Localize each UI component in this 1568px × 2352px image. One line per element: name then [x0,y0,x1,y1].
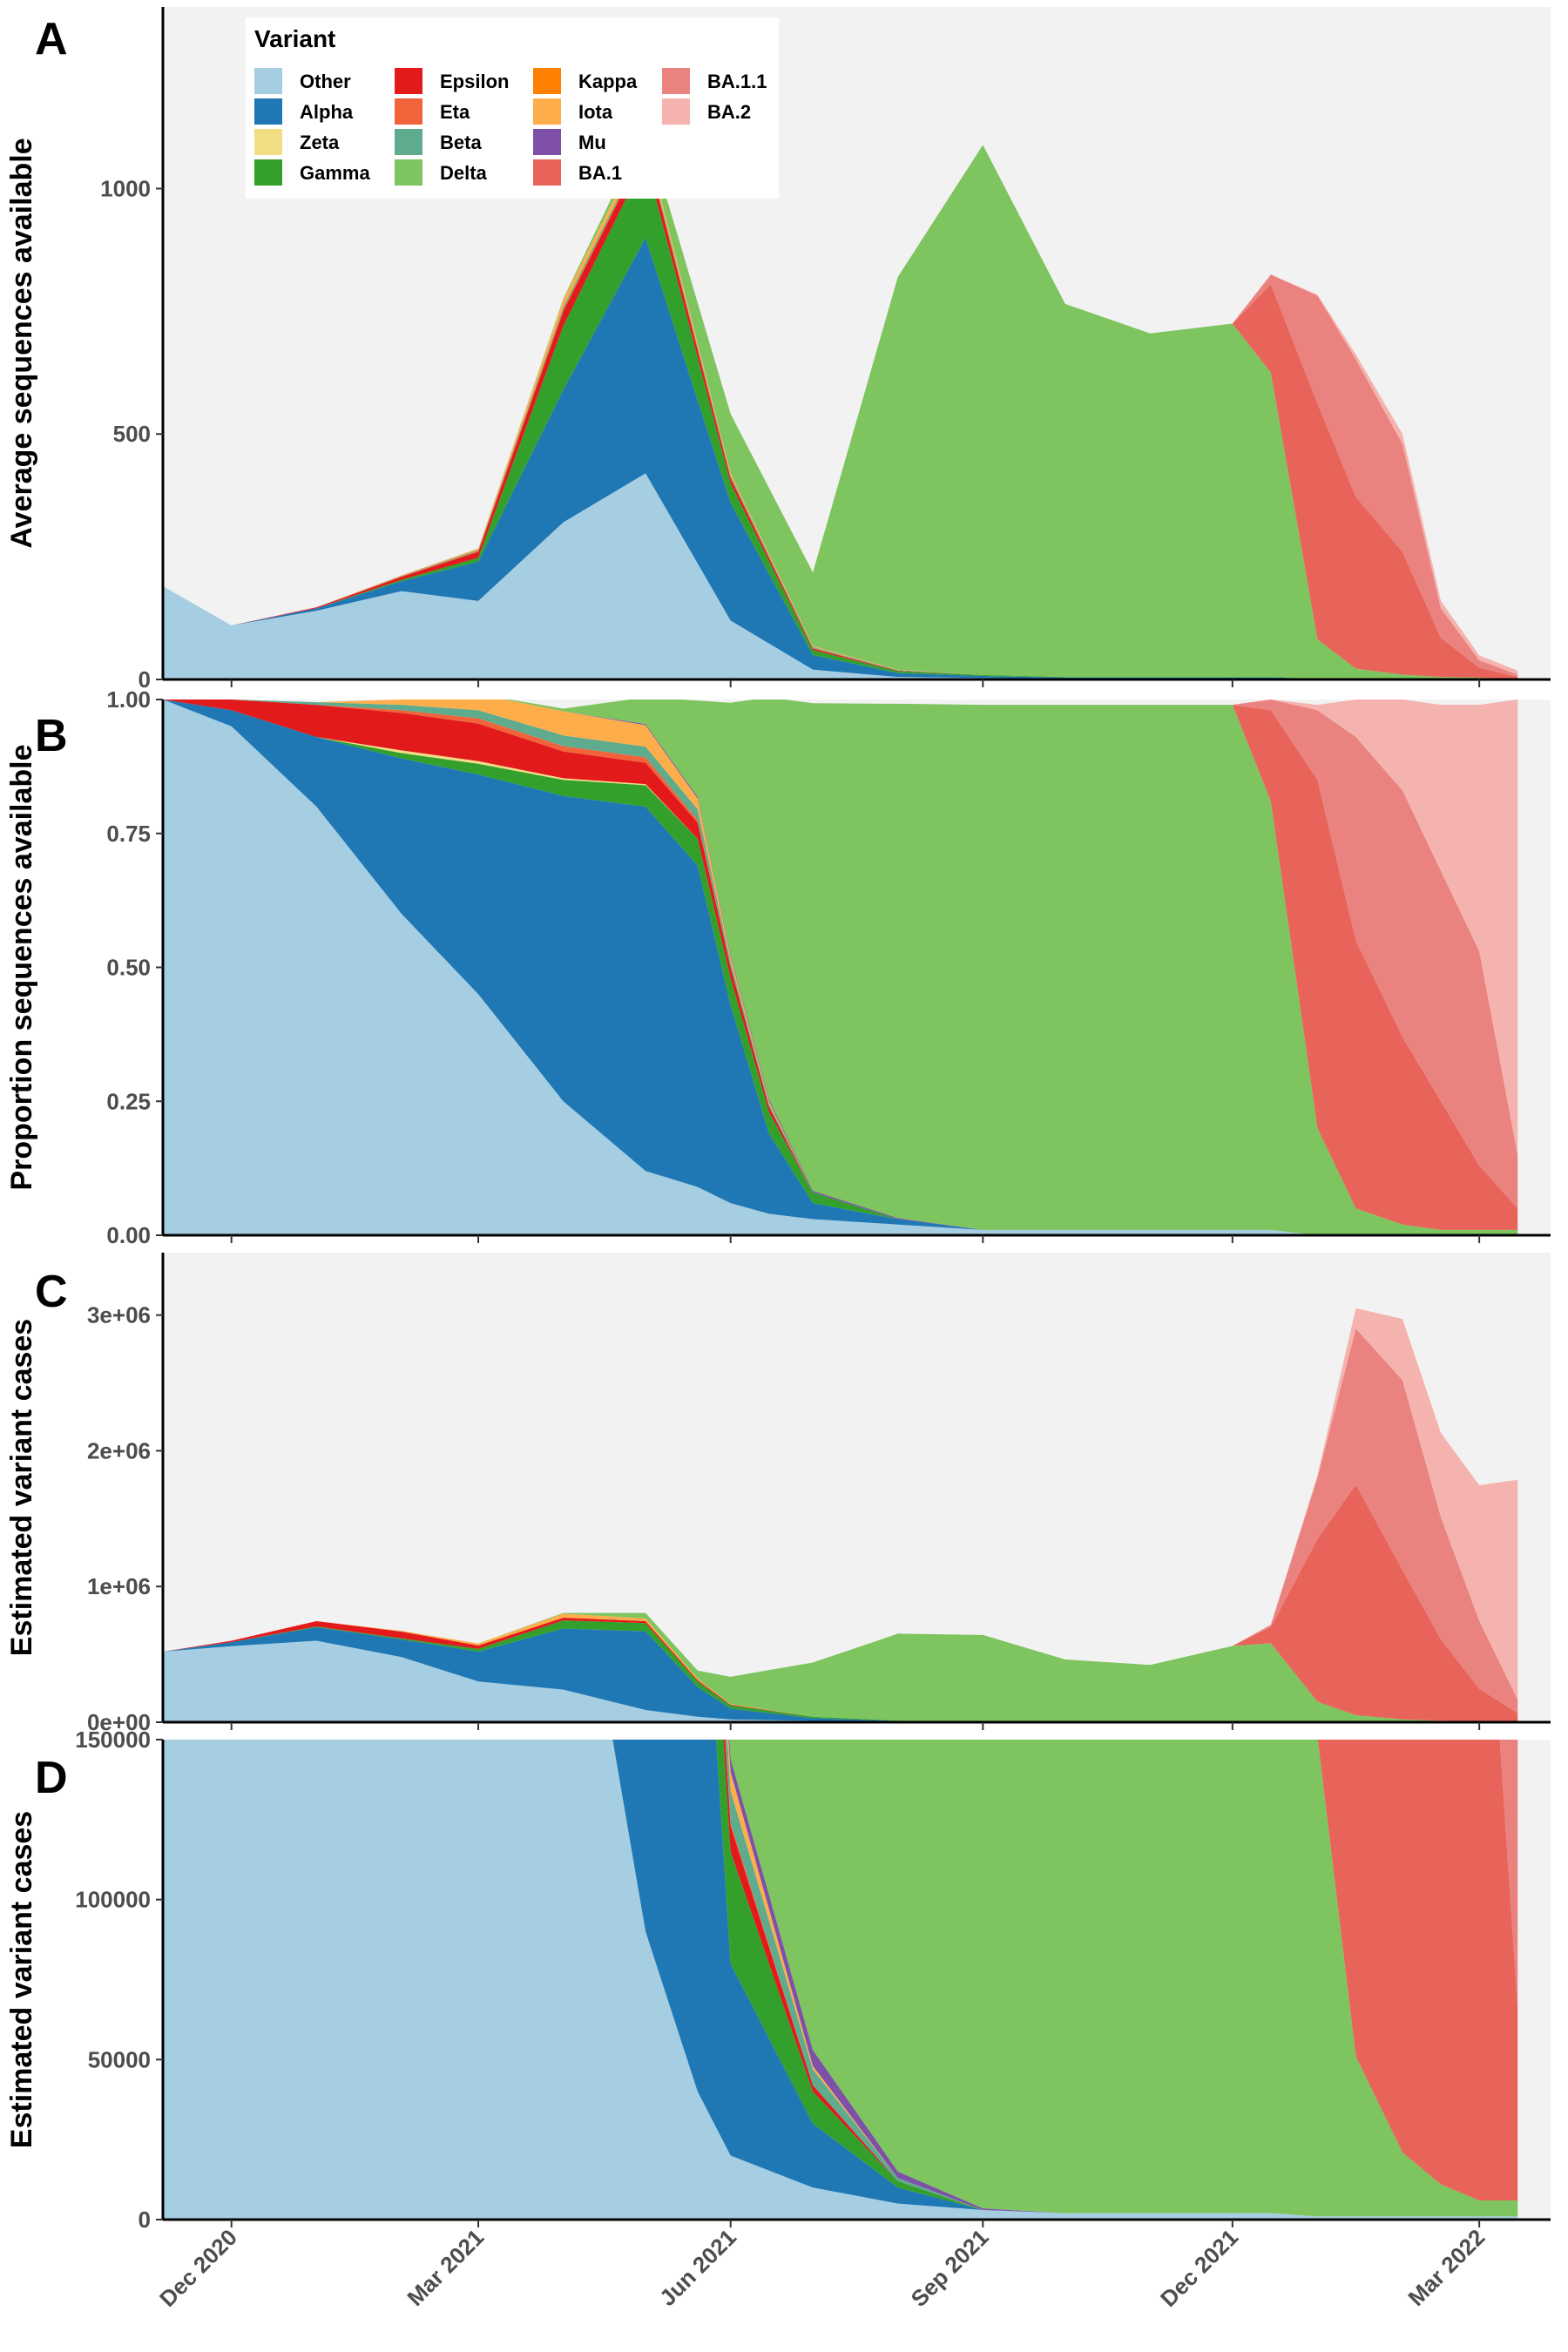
legend-label: Zeta [300,132,340,153]
panel-tag: B [35,711,68,761]
y-tick-label: 500 [113,421,151,447]
legend-label: Beta [440,132,482,153]
legend-label: Epsilon [440,71,509,92]
legend-swatch [395,98,422,125]
y-tick-label: 0.75 [106,821,151,847]
x-tick-label: Dec 2021 [1155,2224,1243,2312]
area-other [163,1740,1518,2220]
legend-title: Variant [254,25,335,52]
y-tick-label: 1e+06 [87,1573,151,1599]
legend-label: BA.1.1 [707,71,767,92]
area-alpha [163,1626,1518,1722]
area-ba-2 [163,1308,1518,1700]
legend-swatch [533,68,561,94]
legend-swatch [533,159,561,186]
x-tick-label: Mar 2022 [1402,2224,1490,2311]
y-tick-label: 2e+06 [87,1437,151,1463]
y-tick-label: 1000 [100,175,151,201]
legend-label: Iota [578,101,613,123]
area-ba-2 [163,700,1518,1155]
legend-swatch [254,68,282,94]
area-delta [729,1740,1518,2217]
area-epsilon [163,1618,1518,1722]
y-tick-label: 3e+06 [87,1302,151,1328]
legend-label: Alpha [300,101,354,123]
legend-label: BA.2 [707,101,751,123]
legend-label: Other [300,71,351,92]
stacked-areas [163,700,1518,1235]
stacked-areas [163,1740,1518,2220]
legend-swatch [254,129,282,155]
area-ba-1-1 [163,1328,1518,1713]
area-ba-1 [163,1484,1518,1722]
y-axis-title: Estimated variant cases [5,1811,38,2148]
legend-swatch [533,129,561,155]
area-ba-1 [163,127,1518,679]
legend-swatch [395,68,422,94]
y-tick-label: 100000 [75,1887,151,1913]
legend-label: Eta [440,101,470,123]
y-tick-label: 0.25 [106,1088,151,1114]
y-tick-label: 0.50 [106,955,151,981]
stacked-areas [163,1308,1518,1722]
legend-swatch [662,68,690,94]
legend-swatch [533,98,561,125]
area-other [163,700,1518,1235]
legend-swatch [662,98,690,125]
y-tick-label: 0 [139,666,151,693]
legend-label: Delta [440,162,488,184]
area-delta [163,700,1518,1235]
area-ba-1 [1317,1740,1518,2200]
y-tick-label: 50000 [88,2046,151,2072]
area-other [163,1640,1518,1722]
panel-tag: A [35,14,68,64]
area-alpha [612,1740,1518,2217]
y-axis-title: Proportion sequences available [5,744,38,1190]
area-alpha [163,700,1518,1235]
y-tick-label: 0.00 [106,1222,151,1248]
x-tick-label: Dec 2020 [154,2224,242,2312]
y-tick-label: 150000 [75,1727,151,1753]
panel-c: 0e+00 1e+06 2e+06 3e+06 Estimated variant ca… [5,1253,1551,1735]
x-tick-label: Sep 2021 [906,2224,994,2312]
legend-label: Kappa [578,71,638,92]
legend-label: Gamma [300,162,370,184]
panel-a: 0 500 1000 Average sequences available A [5,7,1551,693]
panel-tag: C [35,1267,68,1317]
y-tick-label: 0 [139,2207,151,2233]
legend-swatch [395,129,422,155]
area-ba-1-1 [1499,1740,1518,2009]
area-delta [163,1612,1518,1722]
y-tick-label: 0e+00 [87,1709,151,1735]
panel-b: 0.00 0.25 0.50 0.75 1.00 Proportion sequences… [5,686,1551,1248]
area-ba-1 [163,700,1518,1230]
legend: Variant Other Alpha Zeta Gamma Epsilon Eta Beta… [246,17,779,199]
x-tick-label: Jun 2021 [654,2224,741,2311]
area-delta [163,127,1518,679]
legend-swatch [254,159,282,186]
legend-label: Mu [578,132,606,153]
y-tick-label: 1.00 [106,686,151,713]
panel-d: 0 50000 100000 150000 Estimated variant case… [5,1727,1551,2233]
y-axis-title: Estimated variant cases [5,1319,38,1656]
legend-label: BA.1 [578,162,622,184]
stacked-areas [163,127,1518,679]
panel-tag: D [35,1753,68,1803]
y-axis-title: Average sequences available [5,138,38,548]
area-alpha [163,237,1518,679]
legend-swatch [254,98,282,125]
area-other [163,473,1518,679]
x-tick-label: Mar 2021 [402,2224,489,2311]
legend-swatch [395,159,422,186]
